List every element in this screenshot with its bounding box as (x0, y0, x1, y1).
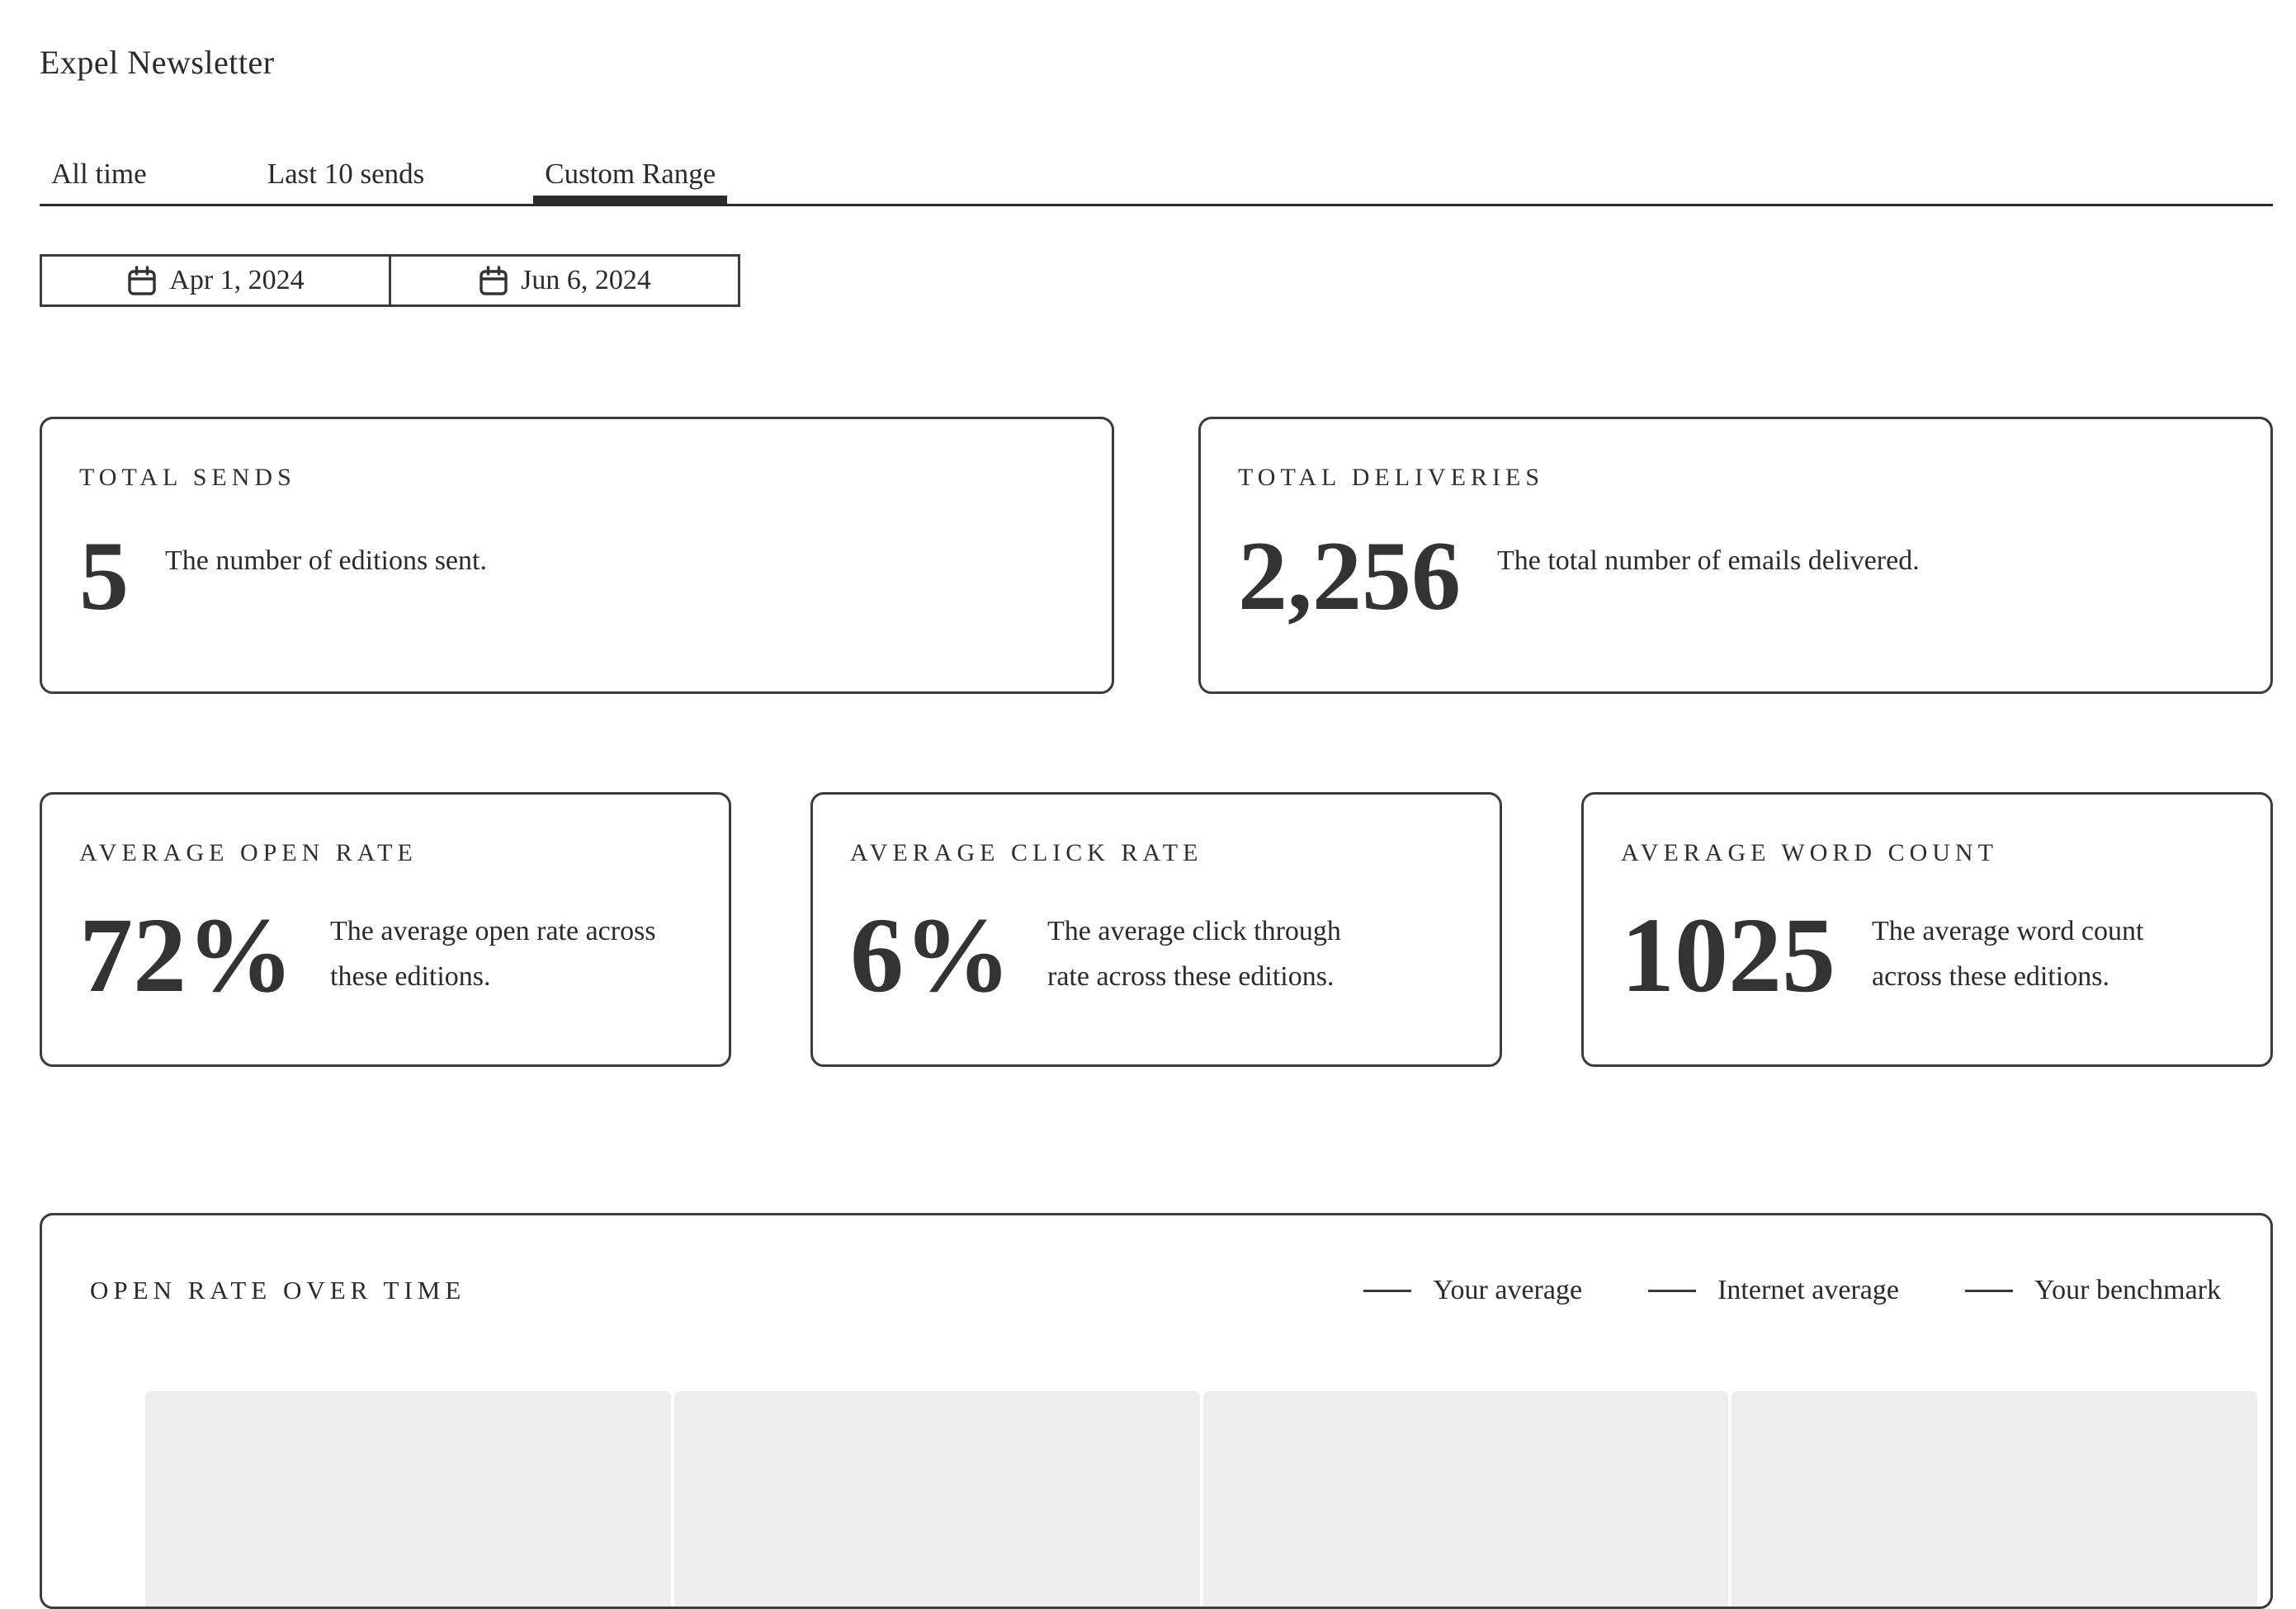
stat-body: 6% The average click through rate across… (850, 902, 1467, 1009)
calendar-icon (128, 266, 156, 295)
legend-item-internet-average: Internet average (1648, 1275, 1899, 1306)
stat-body: 5 The number of editions sent. (79, 526, 1079, 625)
total-sends-card: TOTAL SENDS 5 The number of editions sen… (40, 417, 1114, 694)
stat-label: AVERAGE WORD COUNT (1621, 839, 1998, 866)
line-swatch-icon (1964, 1289, 2013, 1292)
stat-body: 1025 The average word count across these… (1621, 902, 2237, 1009)
stat-label: TOTAL DELIVERIES (1238, 464, 1545, 491)
calendar-icon (480, 266, 508, 295)
average-click-rate-value: 6% (850, 896, 1011, 1015)
line-swatch-icon (1363, 1289, 1412, 1292)
legend-item-your-benchmark: Your benchmark (1964, 1275, 2221, 1306)
stat-description: The average word count across these edit… (1872, 916, 2144, 992)
average-word-count-value: 1025 (1621, 896, 1835, 1015)
plot-column-band (145, 1391, 671, 1607)
stats-row-2: AVERAGE OPEN RATE 72% The average open r… (40, 792, 2273, 1067)
stat-body: 72% The average open rate across these e… (79, 902, 696, 1009)
legend-label: Internet average (1717, 1275, 1899, 1305)
plot-column-band (1202, 1391, 1729, 1607)
chart-plot-area (145, 1391, 2257, 1607)
stat-label: AVERAGE OPEN RATE (79, 839, 418, 866)
plot-column-band (673, 1391, 1200, 1607)
chart-header: OPEN RATE OVER TIME Your average Interne… (90, 1275, 2221, 1306)
start-date-value: Apr 1, 2024 (169, 265, 305, 295)
line-swatch-icon (1648, 1289, 1697, 1292)
tab-last-10-sends[interactable]: Last 10 sends (267, 158, 425, 190)
legend-label: Your average (1433, 1275, 1583, 1305)
stat-label: TOTAL SENDS (79, 464, 296, 491)
stat-description: The total number of emails delivered. (1497, 545, 1920, 576)
average-open-rate-value: 72% (79, 896, 294, 1015)
total-sends-value: 5 (79, 521, 129, 630)
legend-item-your-average: Your average (1363, 1275, 1582, 1306)
time-range-tabs: All time Last 10 sends Custom Range (40, 158, 2273, 206)
total-deliveries-value: 2,256 (1238, 521, 1461, 630)
stat-description: The average click through rate across th… (1047, 916, 1341, 992)
date-range-picker: Apr 1, 2024 Jun 6, 2024 (40, 254, 2273, 307)
end-date-value: Jun 6, 2024 (521, 265, 651, 295)
page-title: Expel Newsletter (40, 44, 275, 81)
open-rate-over-time-card: OPEN RATE OVER TIME Your average Interne… (40, 1213, 2273, 1609)
plot-column-band (1731, 1391, 2257, 1607)
tab-all-time[interactable]: All time (51, 158, 147, 190)
stat-description: The number of editions sent. (165, 545, 487, 576)
average-click-rate-card: AVERAGE CLICK RATE 6% The average click … (810, 792, 1502, 1067)
stat-label: AVERAGE CLICK RATE (850, 839, 1203, 866)
average-open-rate-card: AVERAGE OPEN RATE 72% The average open r… (40, 792, 731, 1067)
start-date-input[interactable]: Apr 1, 2024 (40, 254, 391, 307)
legend-label: Your benchmark (2034, 1275, 2221, 1305)
end-date-input[interactable]: Jun 6, 2024 (389, 254, 740, 307)
chart-title: OPEN RATE OVER TIME (90, 1276, 466, 1305)
stats-row-1: TOTAL SENDS 5 The number of editions sen… (40, 417, 2273, 694)
stat-description: The average open rate across these editi… (330, 916, 656, 992)
total-deliveries-card: TOTAL DELIVERIES 2,256 The total number … (1198, 417, 2273, 694)
chart-legend: Your average Internet average Your bench… (1363, 1275, 2221, 1306)
stat-body: 2,256 The total number of emails deliver… (1238, 526, 2237, 625)
average-word-count-card: AVERAGE WORD COUNT 1025 The average word… (1581, 792, 2273, 1067)
tab-custom-range[interactable]: Custom Range (533, 158, 728, 206)
